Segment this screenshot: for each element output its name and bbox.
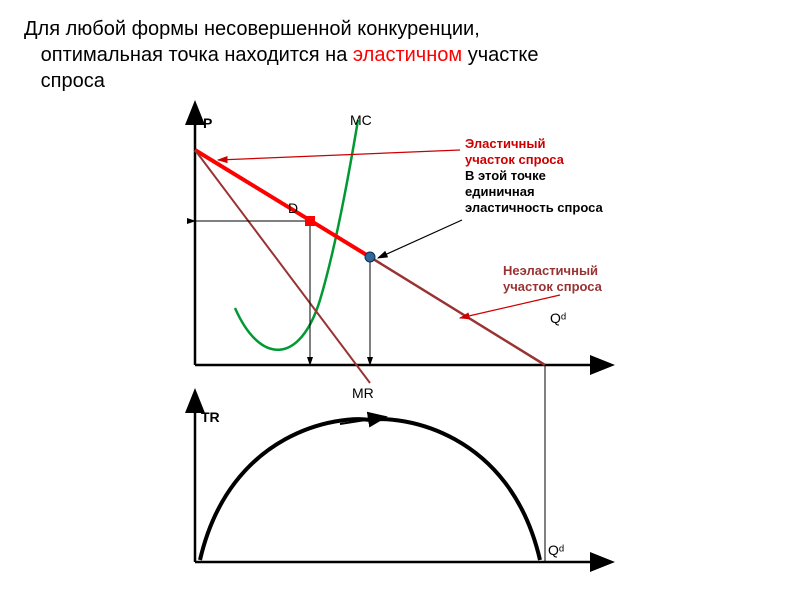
mc-label: MC xyxy=(350,112,372,128)
unit-label-2: единичная xyxy=(465,184,535,199)
unit-label-3: эластичность спроса xyxy=(465,200,603,215)
inelastic-arrow xyxy=(460,295,560,318)
unit-label-1: В этой точке xyxy=(465,168,546,183)
elastic-label-1: Эластичный xyxy=(465,136,546,151)
inelastic-label-1: Неэластичный xyxy=(503,263,598,278)
tr-axis-label: TR xyxy=(201,409,220,425)
qd-label-top: Qᵈ xyxy=(550,310,566,326)
elastic-label-2: участок спроса xyxy=(465,152,565,167)
elastic-arrow xyxy=(218,150,460,160)
unit-elasticity-point xyxy=(365,252,375,262)
unit-arrow xyxy=(378,220,462,258)
qd-label-bottom: Qᵈ xyxy=(548,542,564,558)
d-point-marker xyxy=(305,216,315,226)
inelastic-label-2: участок спроса xyxy=(503,279,603,294)
d-point-label: D xyxy=(288,200,298,216)
tr-curve xyxy=(200,419,540,560)
mr-line xyxy=(195,150,370,383)
mr-label: MR xyxy=(352,385,374,401)
diagram-svg: PMCMRDQᵈЭластичныйучасток спросаВ этой т… xyxy=(0,0,800,600)
p-axis-label: P xyxy=(203,115,212,131)
